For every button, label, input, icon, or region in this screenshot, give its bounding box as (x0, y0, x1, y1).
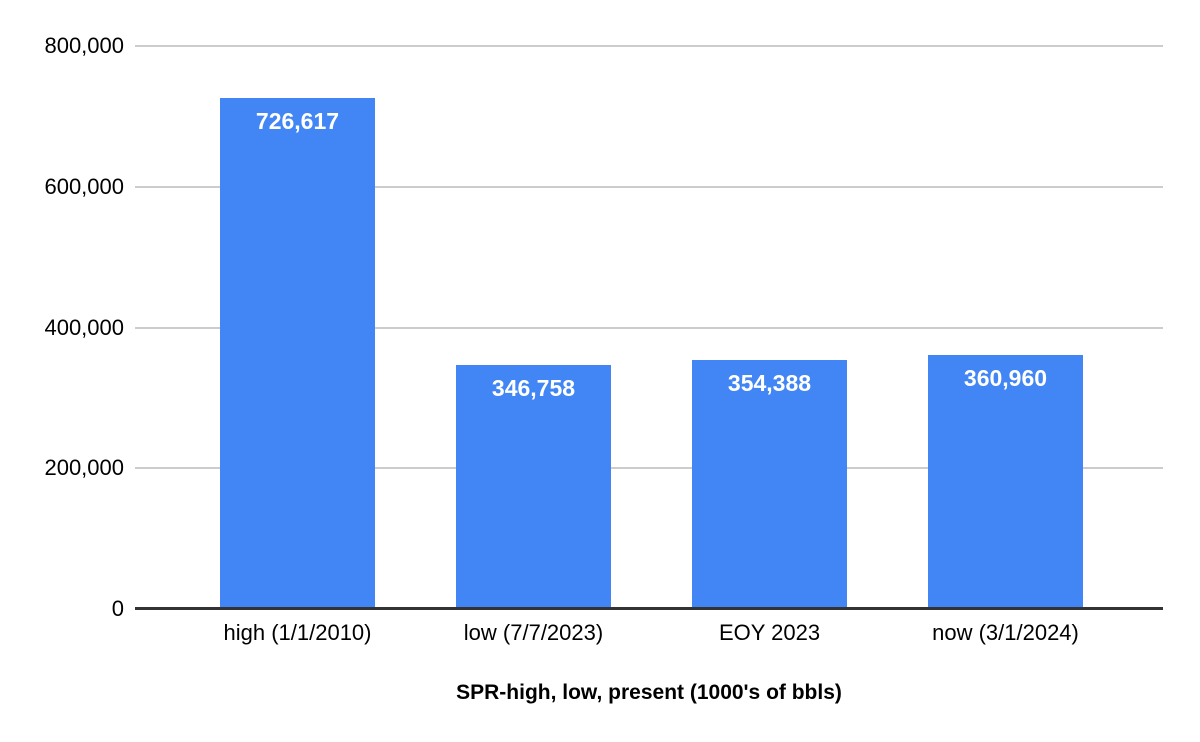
bar-value-label: 354,388 (727, 369, 812, 396)
gridline (135, 185, 1163, 188)
gridline (135, 45, 1163, 47)
bar-value-label: 360,960 (963, 364, 1048, 391)
bar: 346,758 (456, 364, 611, 609)
gridline (135, 326, 1163, 329)
gridline (135, 467, 1163, 470)
x-category-label: low (7/7/2023) (463, 620, 604, 645)
y-axis-tick-label: 600,000 (44, 173, 124, 199)
bar: 726,617 (220, 97, 375, 609)
x-axis-line (135, 607, 1163, 610)
bar: 354,388 (692, 359, 847, 609)
y-axis-tick-label: 0 (111, 596, 124, 621)
bar: 360,960 (928, 354, 1083, 609)
x-category-label: high (1/1/2010) (223, 620, 372, 645)
y-axis-tick-label: 800,000 (44, 33, 124, 58)
x-category-label: now (3/1/2024) (932, 620, 1079, 645)
bar-value-label: 726,617 (255, 107, 340, 134)
x-axis-title: SPR-high, low, present (1000's of bbls) (456, 681, 842, 704)
bar-value-label: 346,758 (491, 374, 576, 401)
y-axis-tick-label: 200,000 (44, 455, 124, 481)
x-category-label: EOY 2023 (718, 620, 821, 645)
y-axis-tick-label: 400,000 (44, 314, 124, 340)
